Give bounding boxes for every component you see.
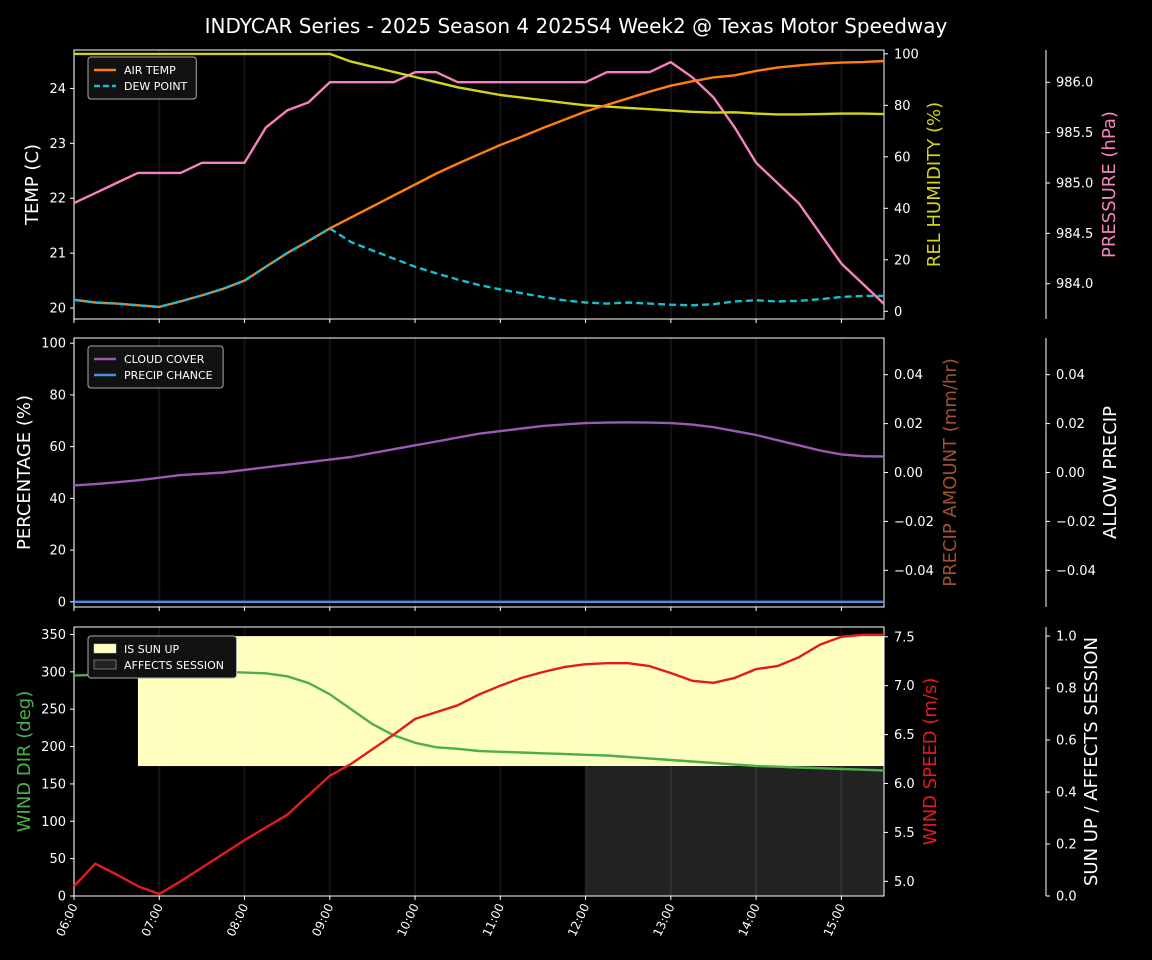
legend-swatch xyxy=(93,643,117,654)
x-tick-label: 08:00 xyxy=(224,901,251,938)
legend-box xyxy=(87,635,237,679)
y-tick-label: 40 xyxy=(49,492,66,507)
x-tick-label: 10:00 xyxy=(394,901,421,938)
allow-precip-axis-tick-label: −0.02 xyxy=(1056,515,1096,530)
cloud-cover-line xyxy=(73,421,885,487)
pressure-axis-tick-label: 984.0 xyxy=(1056,277,1093,292)
precip-amount-axis-tick-label: −0.04 xyxy=(894,564,934,579)
y-tick-label: 50 xyxy=(49,852,66,867)
pressure-axis-tick-label: 986.0 xyxy=(1056,76,1093,91)
y-tick-label: 20 xyxy=(49,544,66,559)
wind-speed-axis-tick-label: 7.5 xyxy=(894,630,915,645)
wind-speed-axis-label: WIND SPEED (m/s) xyxy=(920,678,941,846)
panel-2-legend: CLOUD COVER PRECIP CHANCE xyxy=(87,345,224,389)
y-tick-label: 20 xyxy=(49,302,66,317)
affects-session-band xyxy=(585,766,884,896)
percentage-axis-label: PERCENTAGE (%) xyxy=(14,395,35,550)
humidity-axis-tick-label: 100 xyxy=(894,47,919,62)
sun-affects-axis-label: SUN UP / AFFECTS SESSION xyxy=(1081,637,1102,886)
y-tick-label: 60 xyxy=(49,440,66,455)
sun-affects-axis-tick-label: 1.0 xyxy=(1056,630,1077,645)
y-tick-label: 350 xyxy=(41,628,66,643)
x-tick-label: 07:00 xyxy=(139,901,166,938)
sun-affects-axis-tick-label: 0.6 xyxy=(1056,734,1077,749)
y-tick-label: 250 xyxy=(41,703,66,718)
legend-label: IS SUN UP xyxy=(124,643,180,656)
y-tick-label: 21 xyxy=(49,247,66,262)
sun-affects-axis-tick-label: 0.2 xyxy=(1056,838,1077,853)
y-tick-label: 24 xyxy=(49,82,66,97)
allow-precip-axis-tick-label: 0.02 xyxy=(1056,417,1085,432)
pressure-line xyxy=(73,60,885,305)
wind-speed-axis-tick-label: 6.0 xyxy=(894,777,915,792)
pressure-axis-tick-label: 984.5 xyxy=(1056,227,1093,242)
legend-label: AIR TEMP xyxy=(124,64,176,77)
allow-precip-axis-tick-label: −0.04 xyxy=(1056,564,1096,579)
x-tick-label: 15:00 xyxy=(821,901,848,938)
y-tick-label: 22 xyxy=(49,192,66,207)
pressure-axis-label: PRESSURE (hPa) xyxy=(1099,111,1120,258)
wind-speed-line xyxy=(73,633,884,896)
precip-amount-axis-label: PRECIP AMOUNT (mm/hr) xyxy=(940,358,961,587)
x-tick-label: 14:00 xyxy=(736,901,763,938)
x-tick-label: 12:00 xyxy=(565,901,592,938)
precip-amount-axis-tick-label: 0.04 xyxy=(894,368,923,383)
humidity-axis-tick-label: 20 xyxy=(894,253,911,268)
allow-precip-axis-label: ALLOW PRECIP xyxy=(1100,406,1121,539)
legend-box xyxy=(87,345,224,389)
wind-speed-axis-tick-label: 5.0 xyxy=(894,875,915,890)
y-tick-label: 100 xyxy=(41,815,66,830)
sun-affects-axis-tick-label: 0.8 xyxy=(1056,682,1077,697)
y-tick-label: 300 xyxy=(41,665,66,680)
sun-affects-axis-tick-label: 0.4 xyxy=(1056,786,1077,801)
y-tick-label: 200 xyxy=(41,740,66,755)
legend-box xyxy=(87,56,197,100)
allow-precip-axis-tick-label: 0.04 xyxy=(1056,368,1085,383)
legend-swatch xyxy=(93,659,117,670)
y-tick-label: 0 xyxy=(58,890,66,905)
legend-label: DEW POINT xyxy=(124,80,188,93)
legend-label: PRECIP CHANCE xyxy=(124,369,213,382)
dew-point-line xyxy=(73,227,884,309)
wind-speed-axis-tick-label: 7.0 xyxy=(894,679,915,694)
x-tick-label: 09:00 xyxy=(309,901,336,938)
panel-1-legend: AIR TEMP DEW POINT xyxy=(87,56,197,100)
temp-axis-label: TEMP (C) xyxy=(22,144,43,226)
y-tick-label: 0 xyxy=(58,595,66,610)
x-tick-label: 11:00 xyxy=(480,901,507,938)
x-tick-label: 06:00 xyxy=(53,901,80,938)
legend-label: AFFECTS SESSION xyxy=(124,659,224,672)
allow-precip-axis-tick-label: 0.00 xyxy=(1056,466,1085,481)
precip-amount-axis-tick-label: 0.00 xyxy=(894,466,923,481)
y-tick-label: 80 xyxy=(49,388,66,403)
panel-1-frame xyxy=(73,49,885,320)
legend-label: CLOUD COVER xyxy=(124,353,205,366)
wind-dir-axis-label: WIND DIR (deg) xyxy=(14,691,35,833)
precip-amount-axis-tick-label: −0.02 xyxy=(894,515,934,530)
x-tick-label: 13:00 xyxy=(650,901,677,938)
humidity-axis-label: REL HUMIDITY (%) xyxy=(924,102,945,267)
y-tick-label: 100 xyxy=(41,337,66,352)
y-tick-label: 23 xyxy=(49,137,66,152)
pressure-axis-tick-label: 985.5 xyxy=(1056,126,1093,141)
humidity-axis-tick-label: 0 xyxy=(894,305,902,320)
chart-title: INDYCAR Series - 2025 Season 4 2025S4 We… xyxy=(204,14,948,38)
y-tick-label: 150 xyxy=(41,777,66,792)
sun-affects-axis-tick-label: 0.0 xyxy=(1056,890,1077,905)
panel-3-legend: IS SUN UP AFFECTS SESSION xyxy=(87,635,237,679)
humidity-line xyxy=(74,52,885,116)
sun-up-band xyxy=(137,636,884,767)
panel-3-frame xyxy=(73,626,885,897)
wind-speed-axis-tick-label: 6.5 xyxy=(894,728,915,743)
humidity-axis-tick-label: 60 xyxy=(894,150,911,165)
wind-speed-axis-tick-label: 5.5 xyxy=(894,826,915,841)
pressure-axis-tick-label: 985.0 xyxy=(1056,176,1093,191)
precip-amount-axis-tick-label: 0.02 xyxy=(894,417,923,432)
humidity-axis-tick-label: 40 xyxy=(894,202,911,217)
humidity-axis-tick-label: 80 xyxy=(894,99,911,114)
